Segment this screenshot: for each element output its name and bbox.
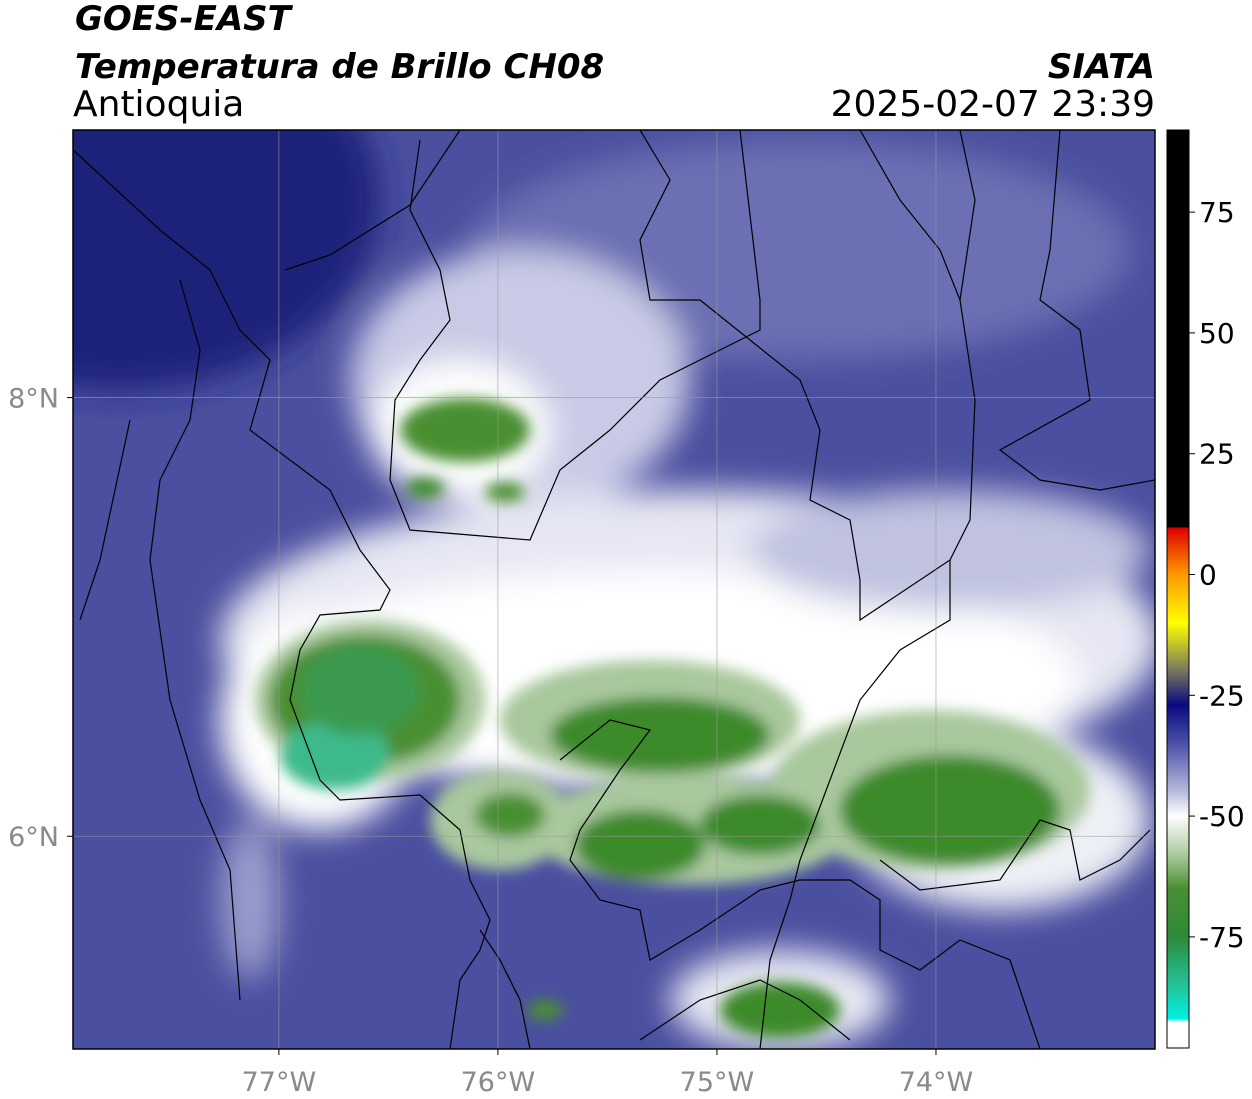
colorbar-tick-label: -75 <box>1199 921 1245 954</box>
title: GOES-EAST <box>75 0 294 39</box>
map-frame <box>72 129 1156 1050</box>
x-tick-label: 77°W <box>242 1067 317 1098</box>
region: Antioquia <box>73 84 244 125</box>
subtitle: Temperatura de Brillo CH08 <box>75 47 604 87</box>
satellite-image <box>73 130 1155 1049</box>
x-tick-label: 76°W <box>461 1067 536 1098</box>
colorbar-tick-label: 75 <box>1199 196 1235 229</box>
y-tick-label: 6°N <box>8 822 59 853</box>
x-tick-label: 75°W <box>680 1067 755 1098</box>
colorbar-ticks: -75 -50 -25 0 25 50 75 <box>1189 196 1245 954</box>
grid <box>73 130 1155 1049</box>
source: SIATA <box>1048 47 1155 87</box>
borders <box>73 130 1155 1049</box>
colorbar-tick-label: 50 <box>1199 317 1235 350</box>
colorbar-tick-label: -50 <box>1199 800 1245 833</box>
colorbar-tick-label: -25 <box>1199 679 1245 712</box>
datetime: 2025-02-07 23:39 <box>831 84 1155 125</box>
y-tick-label: 8°N <box>8 384 59 415</box>
colorbar-tick-label: 0 <box>1199 559 1217 592</box>
colorbar <box>1166 129 1190 1049</box>
colorbar-tick-label: 25 <box>1199 438 1235 471</box>
x-tick-label: 74°W <box>899 1067 974 1098</box>
